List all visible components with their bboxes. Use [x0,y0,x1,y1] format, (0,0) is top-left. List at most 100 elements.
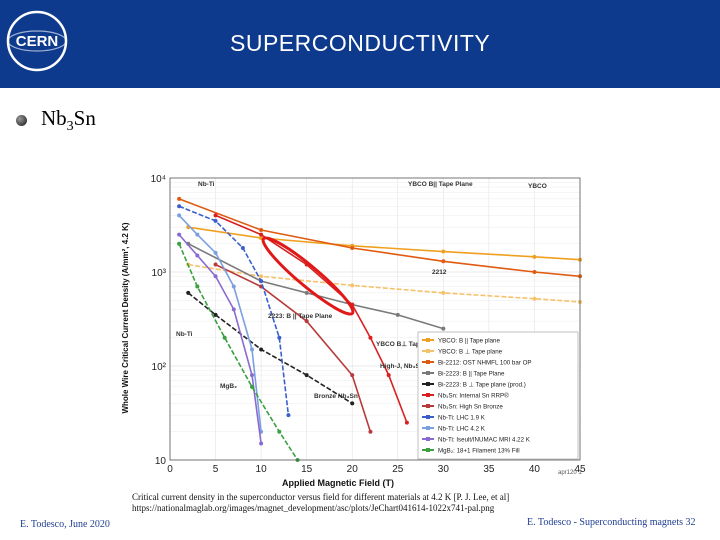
legend-marker [426,360,430,364]
footer-page-info: E. Todesco - Superconducting magnets 32 [527,517,696,528]
x-axis-label: Applied Magnetic Field (T) [282,478,394,488]
bullet-text: Nb3Sn [41,106,96,135]
data-point [441,259,446,264]
x-tick-label: 25 [392,464,404,475]
data-point [441,249,446,254]
cern-logo: CERN [6,10,68,72]
data-point [240,246,245,251]
series-line [187,242,444,330]
series-line [178,205,290,416]
data-point [186,290,191,295]
y-tick-label: 10³ [152,268,167,279]
highlight-ellipse [261,236,355,316]
series-line [178,214,262,432]
y-tick-label: 10 [155,456,167,467]
series-line [178,198,581,278]
bullet-base: Nb [41,106,67,130]
critical-current-chart: Nb-Ti Nb-Ti 2223: B || Tape Plane YBCO B|| … [118,168,592,490]
legend-marker [426,338,430,342]
data-point [250,347,254,352]
data-point [177,232,182,237]
legend-entry: YBCO: B ⊥ Tape plane [438,349,503,356]
chart-legend: YBCO: B || Tape plane YBCO: B ⊥ Tape plan… [417,331,579,460]
slide-title: SUPERCONDUCTIVITY [230,30,491,56]
y-axis-label: Whole Wire Critical Current Density (A/m… [121,222,130,413]
data-point [177,241,182,246]
data-point [177,204,182,209]
data-point [350,373,355,378]
annotation-label: YBCO [528,183,547,190]
annotation-label: MgB₂ [220,383,237,390]
legend-marker [426,371,430,375]
footer-author-date: E. Todesco, June 2020 [20,519,110,530]
bullet-subscript: 3 [66,119,74,135]
data-point [404,420,409,425]
data-point [213,218,218,223]
x-tick-label: 40 [529,464,541,475]
data-point [259,279,264,284]
legend-entry: Bi-2223: B ⊥ Tape plane (prod.) [438,382,526,389]
data-point [213,312,218,317]
annotation-label: YBCO B|| Tape Plane [408,181,473,188]
legend-box [417,331,579,460]
x-tick-label: 30 [438,464,450,475]
annotation-label: 2212 [432,269,447,276]
legend-marker [426,448,430,452]
data-point [195,284,200,289]
legend-marker [426,404,430,408]
data-point [259,347,264,352]
legend-entry: MgB₂: 18+1 Filament 13% Fill [438,448,520,455]
figure-caption: Critical current density in the supercon… [132,492,562,514]
chart-axes: 0 5 10 15 20 25 30 35 40 45 10 10² 10³ 10⁴ [151,174,586,475]
x-tick-label: 15 [301,464,313,475]
legend-entry: Nb-Ti: Iseult/INUMAC MRI 4.22 K [438,437,531,444]
x-tick-label: 10 [256,464,268,475]
data-point [304,290,309,295]
data-point [195,253,200,258]
caption-text: Critical current density in the supercon… [132,492,510,502]
data-point [532,270,537,274]
data-point [532,254,537,259]
legend-entry: Bi-2223: B || Tape Plane [438,371,505,378]
slide-header: CERN SUPERCONDUCTIVITY [0,0,720,88]
data-point [304,319,309,324]
data-point [441,290,446,295]
bullet-rest: Sn [73,106,96,130]
data-point [350,401,355,406]
annotation-label: High-J, Nb₃Sn [380,363,424,370]
annotation-label: Nb-Ti [198,181,215,188]
data-point [250,373,254,378]
x-tick-label: 0 [167,464,173,475]
data-point [250,384,254,389]
data-point [286,413,291,418]
annotation-label: Nb-Ti [176,331,193,338]
annotation-label: YBCO B⊥ Tape Plane [376,340,443,348]
series-line [178,243,299,461]
data-point [277,429,282,434]
x-tick-label: 20 [347,464,359,475]
data-point [195,232,200,237]
data-point [395,312,400,317]
data-point [277,335,282,340]
legend-marker [426,382,430,386]
data-point [259,441,264,446]
data-point [259,227,264,232]
data-point [177,196,182,201]
legend-entry: Nb-Ti: LHC 1.9 K [438,415,486,422]
data-point [213,262,218,267]
plot-frame [169,177,581,461]
bullet-item: Nb3Sn [16,106,96,135]
data-point [532,296,537,301]
data-point [368,429,373,434]
legend-marker [426,426,430,430]
legend-marker [426,393,430,397]
caption-url: https://nationalmaglab.org/images/magnet… [132,503,495,513]
legend-entry: Nb₃Sn: Internal Sn RRP® [438,393,509,400]
data-point [259,274,264,279]
logo-text: CERN [16,33,59,50]
x-tick-label: 45 [574,464,586,475]
legend-entry: Nb₃Sn: High Sn Bronze [438,404,503,411]
data-point [213,274,218,279]
chart-svg: Nb-Ti Nb-Ti 2223: B || Tape Plane YBCO B|| … [118,168,592,490]
legend-marker [426,437,430,441]
